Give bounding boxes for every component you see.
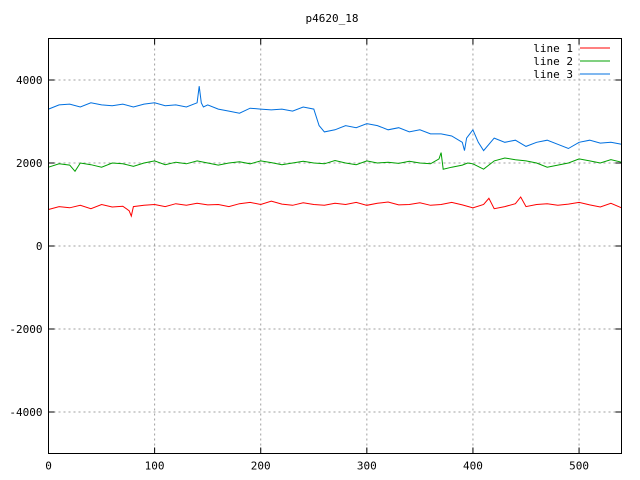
legend-label: line 3 (533, 68, 573, 81)
x-tick-label: 200 (251, 460, 271, 473)
series-line-3 (48, 86, 622, 152)
x-tick-label: 400 (463, 460, 483, 473)
x-tick-label: 500 (569, 460, 589, 473)
y-tick-label: 0 (36, 240, 43, 253)
y-tick-label: -4000 (9, 406, 42, 419)
y-tick-label: 2000 (16, 157, 43, 170)
series-line-2 (48, 152, 622, 173)
grid-lines (48, 38, 622, 454)
data-series (48, 86, 622, 218)
y-tick-label: 4000 (16, 74, 43, 87)
legend-label: line 1 (533, 42, 573, 55)
y-tick-label: -2000 (9, 323, 42, 336)
x-tick-label: 300 (357, 460, 377, 473)
chart-title: p4620_18 (306, 12, 359, 25)
legend-label: line 2 (533, 55, 573, 68)
x-tick-label: 0 (45, 460, 52, 473)
x-tick-label: 100 (145, 460, 165, 473)
axis-ticks: 0 100 200 300 400 500 -4000 -2000 0 2000 4000 (9, 38, 622, 473)
series-line-1 (48, 196, 622, 218)
